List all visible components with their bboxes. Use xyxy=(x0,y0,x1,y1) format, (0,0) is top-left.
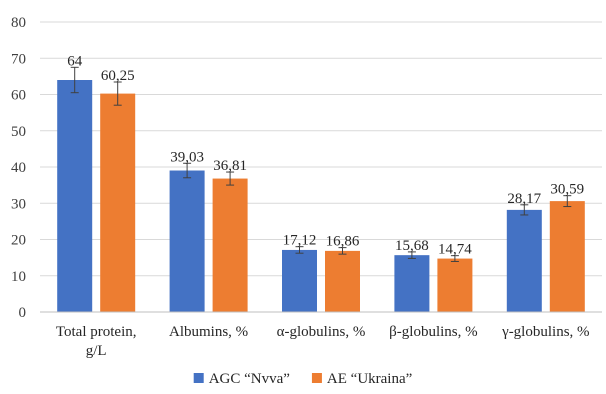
x-tick-label: Albumins, % xyxy=(169,324,248,340)
bar xyxy=(169,170,205,312)
data-label: 39,03 xyxy=(170,149,204,165)
data-label: 14,74 xyxy=(438,242,472,258)
y-tick-label: 30 xyxy=(11,196,26,212)
y-axis-ticks: 0 10 20 30 40 50 60 70 80 xyxy=(11,15,26,321)
y-tick-label: 80 xyxy=(11,15,26,31)
legend-swatch xyxy=(193,373,204,383)
data-label: 16,86 xyxy=(326,234,360,250)
y-tick-label: 0 xyxy=(19,305,27,321)
bar xyxy=(325,250,360,312)
y-tick-label: 50 xyxy=(11,124,26,140)
bar xyxy=(506,209,542,312)
data-label: 17,12 xyxy=(283,233,317,249)
x-tick-label: α-globulins, % xyxy=(277,324,366,340)
legend: AGC “Nvva” AE “Ukraina” xyxy=(193,371,412,387)
y-tick-label: 60 xyxy=(11,88,26,104)
y-tick-label: 20 xyxy=(11,233,26,249)
y-tick-label: 40 xyxy=(11,160,26,176)
x-tick-label: β-globulins, % xyxy=(389,324,477,340)
data-labels: 64 60,25 39,03 36,81 17,12 16,86 15,68 14,74 28,… xyxy=(67,53,584,257)
legend-label: AE “Ukraina” xyxy=(327,371,412,387)
bar xyxy=(549,201,585,312)
bar xyxy=(394,255,430,312)
y-tick-label: 70 xyxy=(11,51,26,67)
data-label: 64 xyxy=(67,53,83,69)
x-tick-label: Total protein, xyxy=(56,324,137,340)
bar xyxy=(282,249,317,312)
legend-label: AGC “Nvva” xyxy=(209,371,290,387)
error-bars xyxy=(70,66,572,262)
bars xyxy=(57,80,585,312)
data-label: 30,59 xyxy=(550,182,584,198)
data-label: 60,25 xyxy=(101,68,135,84)
data-label: 36,81 xyxy=(213,158,247,174)
x-tick-label: γ-globulins, % xyxy=(501,324,589,340)
bar xyxy=(100,93,136,312)
y-tick-label: 10 xyxy=(11,269,26,285)
legend-swatch xyxy=(311,373,322,383)
x-tick-label: g/L xyxy=(86,343,107,359)
bar xyxy=(437,258,473,312)
data-label: 15,68 xyxy=(395,238,429,254)
data-label: 28,17 xyxy=(507,191,541,207)
bar xyxy=(57,80,93,312)
x-axis-categories: Total protein, g/L Albumins, % α-globulins,… xyxy=(56,324,590,359)
bar xyxy=(212,178,248,312)
